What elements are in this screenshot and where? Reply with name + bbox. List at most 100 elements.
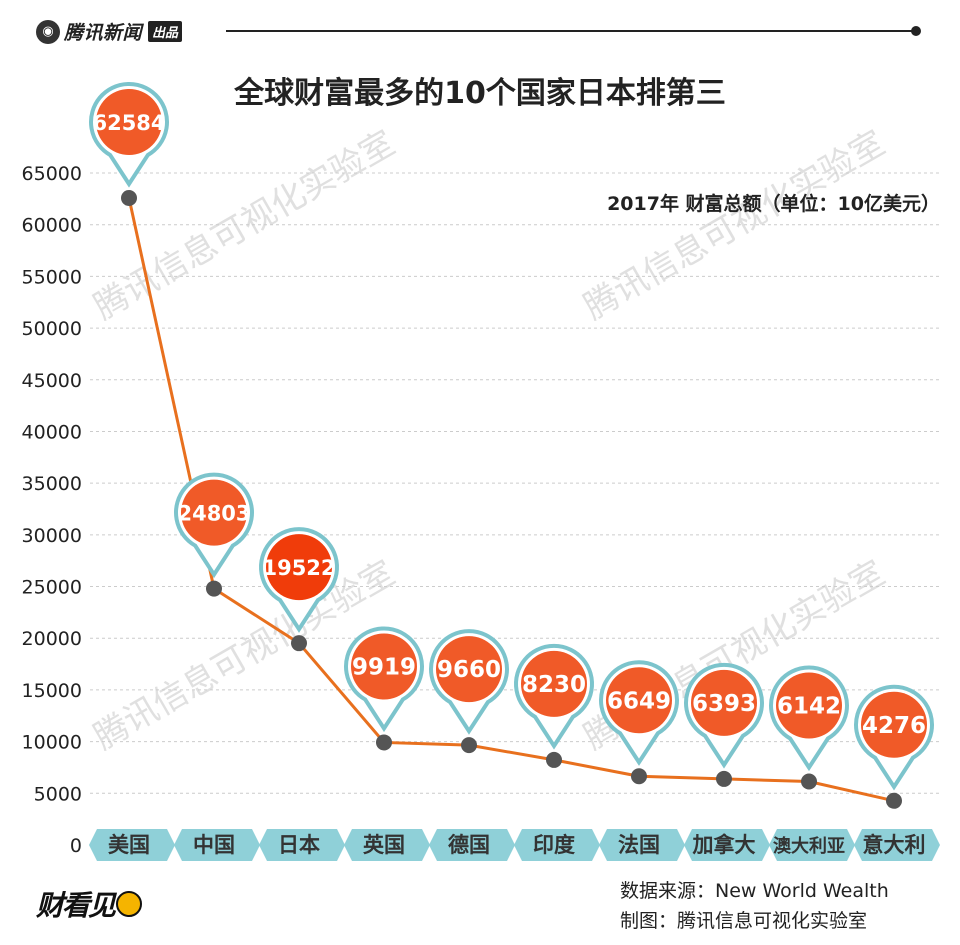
- data-point: [886, 792, 902, 809]
- x-category: 日本: [259, 829, 345, 861]
- data-label: 24803: [177, 502, 250, 526]
- data-label: 9919: [352, 654, 416, 680]
- x-category: 中国: [174, 829, 260, 861]
- data-point: [546, 751, 562, 768]
- source-line: 数据来源：New World Wealth: [620, 880, 889, 902]
- y-tick-label: 10000: [22, 732, 82, 754]
- x-category: 法国: [599, 829, 685, 861]
- category-badge: [854, 829, 940, 861]
- category-badge: [174, 829, 260, 861]
- category-badge: [89, 829, 175, 861]
- y-tick-label: 40000: [22, 421, 82, 443]
- category-badge: [429, 829, 515, 861]
- y-tick-label: 55000: [22, 266, 82, 288]
- pin-fill: [691, 669, 757, 736]
- pin-fill: [351, 633, 417, 700]
- x-category: 英国: [344, 829, 430, 861]
- data-pin: 24803: [174, 472, 254, 579]
- page-title: 全球财富最多的10个国家日本排第三: [234, 76, 726, 111]
- data-label: 8230: [522, 672, 586, 698]
- x-tick-label: 加拿大: [692, 833, 756, 857]
- y-axis-ticks: 0 5000 10000 15000 20000 25000 30000 35000 40000…: [22, 163, 82, 857]
- brand-tag: 出品: [148, 21, 183, 42]
- category-badge: [514, 829, 600, 861]
- data-point: [376, 734, 392, 751]
- y-tick-label: 0: [70, 835, 82, 857]
- chart-subtitle: 2017年 财富总额（单位：10亿美元）: [607, 192, 940, 215]
- data-point: [801, 773, 817, 790]
- x-axis-categories: 美国 中国 日本 英国 德国 印度 法国 加拿大 澳大利亚 意大利: [89, 829, 940, 861]
- category-badge: [599, 829, 685, 861]
- x-category: 美国: [89, 829, 175, 861]
- category-badge: [684, 829, 770, 861]
- x-tick-label: 意大利: [863, 833, 926, 857]
- x-tick-label: 澳大利亚: [773, 835, 845, 857]
- pin-fill: [776, 672, 842, 739]
- x-tick-label: 英国: [363, 833, 405, 857]
- data-pin: 6142: [769, 665, 849, 772]
- pin-fill: [521, 650, 587, 717]
- data-pin: 62584: [89, 82, 169, 188]
- maker-line: 制图：腾讯信息可视化实验室: [620, 910, 868, 932]
- data-pin: 4276: [854, 684, 934, 791]
- pin-fill: [861, 691, 927, 758]
- y-tick-label: 30000: [22, 525, 82, 547]
- pin-fill: [436, 636, 502, 703]
- data-pin: 6393: [684, 662, 764, 769]
- header: ◉ 腾讯新闻 出品: [0, 0, 960, 60]
- data-pins: 62584 24803 19522 9919 9660 8230 6649 6393 6142 4…: [89, 82, 934, 791]
- data-point: [206, 580, 222, 597]
- data-pin: 6649: [599, 660, 679, 766]
- data-pin: 8230: [514, 644, 594, 750]
- data-pin: 19522: [259, 527, 339, 633]
- x-category: 澳大利亚: [769, 829, 855, 861]
- data-pin: 9919: [344, 626, 424, 733]
- y-tick-label: 60000: [22, 215, 82, 237]
- category-badge: [344, 829, 430, 861]
- data-label: 6649: [607, 688, 671, 714]
- x-category: 意大利: [854, 829, 940, 861]
- header-divider: [226, 30, 916, 32]
- data-label: 62584: [92, 111, 165, 135]
- footer-logo-text: 财看见: [36, 889, 116, 922]
- brand-name: 腾讯新闻: [64, 22, 143, 44]
- x-tick-label: 法国: [618, 833, 660, 857]
- x-category: 德国: [429, 829, 515, 861]
- header-divider-dot: [911, 26, 921, 36]
- x-tick-label: 德国: [448, 833, 490, 857]
- data-point: [461, 737, 477, 754]
- data-point: [631, 768, 647, 785]
- data-point: [121, 189, 137, 206]
- y-tick-label: 50000: [22, 318, 82, 340]
- data-label: 9660: [437, 657, 501, 683]
- category-badge: [259, 829, 345, 861]
- x-tick-label: 美国: [108, 833, 150, 857]
- data-pin: 9660: [429, 629, 509, 735]
- y-tick-label: 15000: [22, 680, 82, 702]
- data-point: [716, 770, 732, 787]
- x-tick-label: 日本: [278, 833, 320, 857]
- data-label: 6142: [777, 694, 841, 720]
- tencent-news-logo-icon: ◉: [36, 19, 60, 44]
- category-badge: [769, 829, 855, 861]
- y-tick-label: 5000: [34, 783, 82, 805]
- x-tick-label: 中国: [193, 833, 235, 857]
- pin-fill: [606, 667, 672, 734]
- brand: ◉ 腾讯新闻 出品: [36, 18, 183, 45]
- data-point: [291, 635, 307, 652]
- y-tick-label: 20000: [22, 628, 82, 650]
- x-category: 加拿大: [684, 829, 770, 861]
- pin-fill: [181, 479, 247, 546]
- pin-fill: [266, 534, 332, 601]
- source-block: 数据来源：New World Wealth 制图：腾讯信息可视化实验室: [620, 876, 889, 936]
- data-label: 6393: [692, 691, 756, 717]
- y-tick-label: 35000: [22, 473, 82, 495]
- data-label: 19522: [262, 556, 335, 580]
- data-label: 4276: [862, 713, 926, 739]
- pin-fill: [96, 88, 162, 155]
- y-tick-label: 45000: [22, 370, 82, 392]
- x-category: 印度: [514, 829, 600, 861]
- watermark-text: 腾讯信息可视化实验室: [577, 123, 891, 328]
- caikanjian-logo: 财看见: [36, 884, 143, 924]
